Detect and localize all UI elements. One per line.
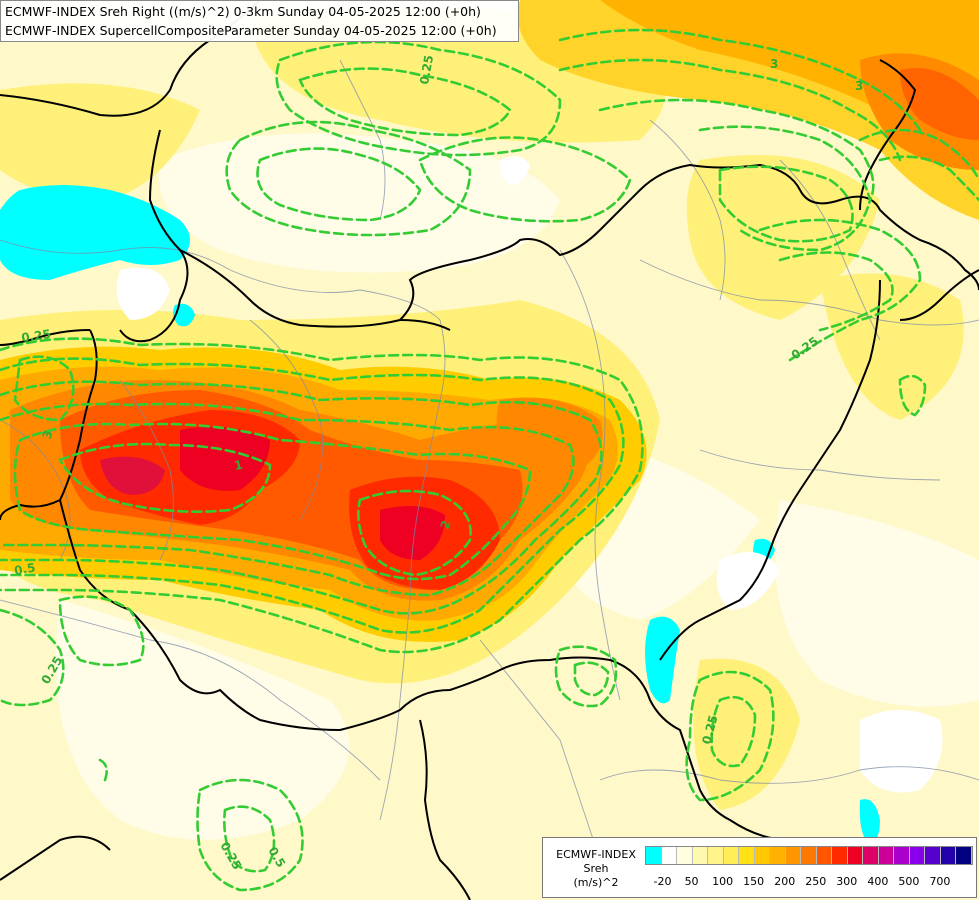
legend-tick-label: 50	[684, 875, 699, 888]
legend-tick-label: 150	[743, 875, 765, 888]
legend-swatch	[832, 847, 848, 864]
contour-label: 0.25	[20, 327, 51, 345]
legend-title-unit: (m/s)^2	[573, 876, 619, 889]
legend-swatch	[708, 847, 724, 864]
legend-swatch	[863, 847, 879, 864]
legend-tick-label: -20	[653, 875, 672, 888]
legend-swatch	[940, 847, 957, 864]
legend-swatch	[739, 847, 755, 864]
contour-label: 1	[233, 458, 244, 473]
legend-title-source: ECMWF-INDEX	[556, 848, 636, 861]
map-title-sreh: ECMWF-INDEX Sreh Right ((m/s)^2) 0-3km S…	[5, 4, 481, 19]
rivers	[0, 59, 979, 861]
legend-tick-label: 300	[836, 875, 858, 888]
legend-tick-label: 700	[929, 875, 951, 888]
legend-swatch	[816, 847, 833, 864]
legend-swatch	[956, 847, 972, 864]
legend-swatch	[646, 847, 662, 864]
legend-tick-label: 250	[805, 875, 827, 888]
legend-swatch	[677, 847, 693, 864]
legend-swatch	[770, 847, 786, 864]
contour-label: 3	[855, 79, 863, 93]
legend-swatch	[878, 847, 895, 864]
legend-swatch	[847, 847, 864, 864]
map-title-scp: ECMWF-INDEX SupercellCompositeParameter …	[5, 23, 497, 38]
legend-title-variable: Sreh	[583, 862, 609, 875]
legend-swatch	[785, 847, 802, 864]
legend-tick-label: 200	[774, 875, 796, 888]
legend-swatch	[661, 847, 678, 864]
legend-swatch	[692, 847, 709, 864]
orange-top-band	[517, 0, 979, 220]
color-legend: ECMWF-INDEX Sreh (m/s)^2 -20 50 100 150 200 2…	[542, 837, 977, 898]
legend-tick-label: 500	[898, 875, 920, 888]
legend-tick-label: 400	[867, 875, 889, 888]
legend-swatch	[801, 847, 817, 864]
legend-color-strip	[645, 846, 973, 865]
legend-swatch	[894, 847, 910, 864]
contour-label: 0.5	[13, 560, 36, 577]
legend-swatch	[754, 847, 771, 864]
pale-fields	[56, 133, 979, 840]
legend-swatch	[723, 847, 740, 864]
legend-swatch	[909, 847, 926, 864]
contour-label: 0.25	[417, 54, 436, 86]
legend-tick-label: 100	[712, 875, 734, 888]
legend-swatch	[925, 847, 941, 864]
map-title-box: ECMWF-INDEX Sreh Right ((m/s)^2) 0-3km S…	[0, 0, 519, 42]
contour-label: 3	[770, 57, 778, 71]
scp-contours	[0, 28, 979, 892]
